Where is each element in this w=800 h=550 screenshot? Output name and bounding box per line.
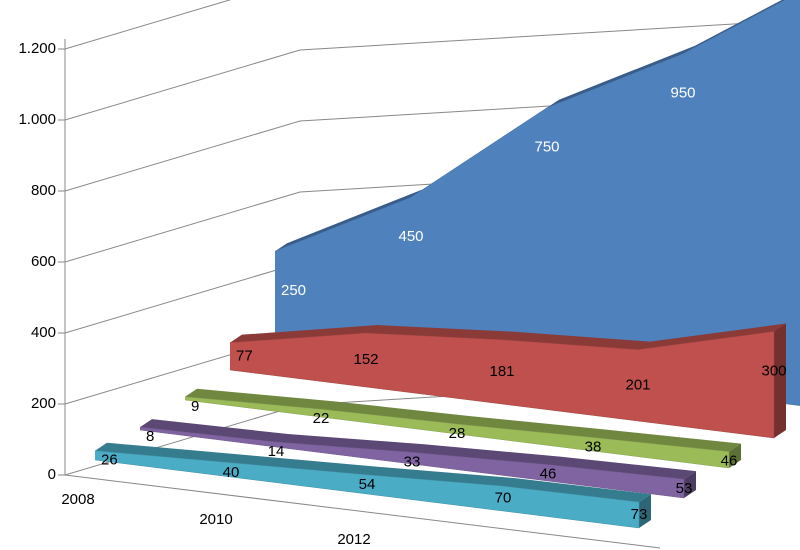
ribbon-top [275,0,785,252]
data-label: 46 [540,466,557,483]
data-label: 70 [495,490,512,507]
ribbon-side [729,443,741,468]
data-label: 22 [313,410,330,427]
ribbon-side [684,471,696,498]
y-tick-label: 600 [31,253,56,270]
x-tick-label: 2012 [337,531,370,548]
data-label: 181 [489,363,514,380]
data-label: 201 [625,376,650,393]
x-tick-label: 2008 [61,491,94,508]
y-tick-label: 1.000 [18,111,56,128]
area [94,450,640,529]
x-tick-label: 2010 [199,511,232,528]
ribbon-top [230,323,786,350]
data-label: 33 [404,453,421,470]
ribbon-top [140,419,696,480]
area [229,331,775,439]
grid-line [58,19,800,121]
data-label: 26 [101,452,118,469]
grid-line [58,0,232,50]
ribbon-side [639,494,651,528]
y-tick-label: 800 [31,182,56,199]
data-label: 46 [721,453,738,470]
data-label: 8 [146,428,154,445]
data-label: 77 [236,347,253,364]
ribbon-top [185,388,741,452]
data-label: 750 [534,139,559,156]
y-tick-label: 1.200 [18,40,56,57]
data-label: 9 [191,398,199,415]
data-label: 38 [585,438,602,455]
data-label: 300 [761,362,786,379]
data-label: 950 [670,85,695,102]
y-tick-label: 0 [48,466,56,483]
data-label: 73 [631,506,648,523]
data-label: 14 [268,443,285,460]
ribbon-side [774,323,786,438]
ribbon-top [95,442,651,503]
data-label: 28 [449,425,466,442]
y-tick-label: 400 [31,324,56,341]
area [184,396,730,469]
data-label: 40 [223,464,240,481]
area [139,426,685,499]
y-tick-label: 200 [31,395,56,412]
data-label: 53 [676,480,693,497]
data-label: 250 [281,282,306,299]
data-label: 54 [359,476,376,493]
data-label: 450 [398,228,423,245]
area [274,0,800,406]
data-label: 152 [353,351,378,368]
x-axis [64,474,661,549]
